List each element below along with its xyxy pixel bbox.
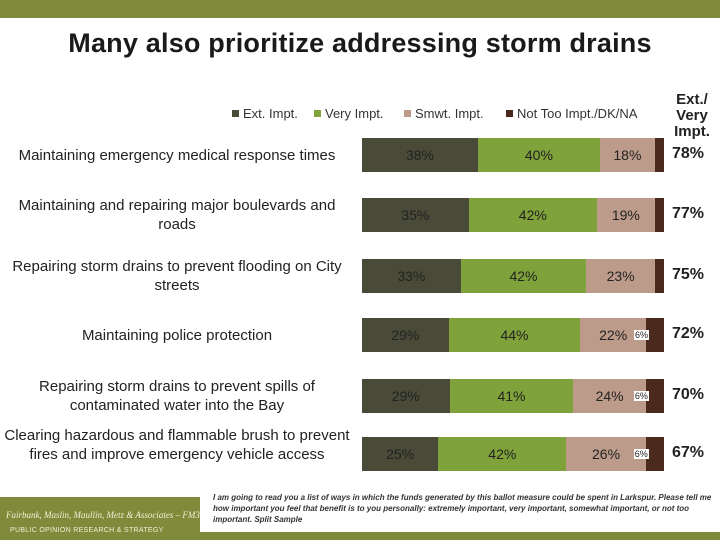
bar-segment-ext: 29% bbox=[362, 318, 449, 352]
bar-segment-ext: 33% bbox=[362, 259, 461, 293]
category-label: Repairing storm drains to prevent floodi… bbox=[12, 258, 342, 294]
bottom-strip bbox=[200, 532, 720, 540]
category-label: Clearing hazardous and flammable brush t… bbox=[4, 426, 350, 463]
legend-label-smwt: Smwt. Impt. bbox=[415, 106, 484, 121]
bar-segment-not bbox=[654, 198, 664, 232]
bar-segment-very: 41% bbox=[449, 379, 574, 413]
bar-row: 35% 42% 19% bbox=[362, 198, 664, 232]
bar-segment-not: 6% bbox=[634, 318, 664, 352]
bar-segment-smwt: 23% bbox=[586, 259, 656, 293]
legend-item-not: Not Too Impt./DK/NA bbox=[506, 106, 637, 121]
bar-segment-very: 42% bbox=[460, 259, 587, 293]
data-label: 29% bbox=[391, 327, 420, 343]
legend-swatch-smwt bbox=[404, 110, 411, 117]
data-label: 6% bbox=[633, 449, 649, 459]
bar-row: 29% 44% 22% 6% bbox=[362, 318, 664, 352]
legend-swatch-very bbox=[314, 110, 321, 117]
bar-row: 25% 42% 26% 6% bbox=[362, 437, 664, 471]
bar-row: 33% 42% 23% bbox=[362, 259, 664, 293]
bar-segment-not: 6% bbox=[633, 379, 664, 413]
bar-segment-not: 6% bbox=[633, 437, 664, 471]
data-label: 24% bbox=[595, 388, 624, 404]
bar-segment-not bbox=[655, 259, 664, 293]
total-value: 72% bbox=[672, 325, 705, 342]
page-number: 17 bbox=[698, 523, 710, 534]
total-value: 77% bbox=[672, 205, 705, 222]
bar-segment-ext: 35% bbox=[362, 198, 469, 232]
total-value: 67% bbox=[672, 444, 705, 461]
firm-name: Fairbank, Maslin, Maullin, Metz & Associ… bbox=[6, 510, 200, 520]
data-label: 6% bbox=[633, 391, 649, 401]
bar-segment-ext: 29% bbox=[362, 379, 450, 413]
legend-item-ext: Ext. Impt. bbox=[232, 106, 298, 121]
data-label: 26% bbox=[592, 446, 621, 462]
data-label: 44% bbox=[500, 327, 529, 343]
category-label: Repairing storm drains to prevent spills… bbox=[39, 378, 315, 414]
data-label: 19% bbox=[611, 207, 640, 223]
legend-label-ext: Ext. Impt. bbox=[243, 106, 298, 121]
bar-segment-not-fill bbox=[646, 318, 664, 352]
bar-segment-very: 44% bbox=[448, 318, 581, 352]
legend-item-smwt: Smwt. Impt. bbox=[404, 106, 484, 121]
legend-swatch-not bbox=[506, 110, 513, 117]
bar-segment-smwt: 26% bbox=[566, 437, 646, 471]
bar-segment-not-fill bbox=[645, 379, 664, 413]
footnote: I am going to read you a list of ways in… bbox=[213, 493, 712, 524]
category-label: Maintaining emergency medical response t… bbox=[18, 146, 336, 164]
data-label: 42% bbox=[518, 207, 547, 223]
firm-tagline: PUBLIC OPINION RESEARCH & STRATEGY bbox=[10, 527, 164, 534]
bar-segment-smwt: 24% bbox=[573, 379, 646, 413]
data-label: 6% bbox=[634, 330, 650, 340]
bar-segment-very: 42% bbox=[438, 437, 567, 471]
bar-segment-not-fill bbox=[645, 437, 664, 471]
category-label: Maintaining and repairing major boulevar… bbox=[18, 197, 336, 233]
page-title: Many also prioritize addressing storm dr… bbox=[68, 28, 652, 58]
total-value: 75% bbox=[672, 266, 705, 283]
legend-label-very: Very Impt. bbox=[325, 106, 384, 121]
bar-row: 38% 40% 18% bbox=[362, 138, 664, 172]
bar-segment-very: 42% bbox=[468, 198, 597, 232]
bar-segment-ext: 25% bbox=[362, 437, 439, 471]
data-label: 33% bbox=[397, 268, 426, 284]
data-label: 41% bbox=[497, 388, 526, 404]
footer-brand-bar bbox=[0, 497, 200, 540]
data-label: 38% bbox=[405, 147, 434, 163]
top-banner bbox=[0, 0, 720, 18]
data-label: 18% bbox=[613, 147, 642, 163]
legend-label-not: Not Too Impt./DK/NA bbox=[517, 106, 638, 121]
data-label: 40% bbox=[524, 147, 553, 163]
data-label: 23% bbox=[606, 268, 635, 284]
total-value: 78% bbox=[672, 145, 705, 162]
data-label: 25% bbox=[386, 446, 415, 462]
total-value: 70% bbox=[672, 386, 705, 403]
data-label: 42% bbox=[509, 268, 538, 284]
data-label: 22% bbox=[599, 327, 628, 343]
data-label: 35% bbox=[401, 207, 430, 223]
bar-segment-smwt: 19% bbox=[596, 198, 655, 232]
summary-header: Ext./ Very Impt. bbox=[674, 91, 710, 140]
category-label: Maintaining police protection bbox=[81, 326, 273, 344]
bar-segment-very: 40% bbox=[477, 138, 600, 172]
bar-segment-not bbox=[654, 138, 664, 172]
bar-segment-smwt: 18% bbox=[599, 138, 655, 172]
bar-row: 29% 41% 24% 6% bbox=[362, 379, 664, 413]
bar-segment-ext: 38% bbox=[362, 138, 478, 172]
legend-swatch-ext bbox=[232, 110, 239, 117]
data-label: 29% bbox=[391, 388, 420, 404]
data-label: 42% bbox=[488, 446, 517, 462]
legend-item-very: Very Impt. bbox=[314, 106, 384, 121]
